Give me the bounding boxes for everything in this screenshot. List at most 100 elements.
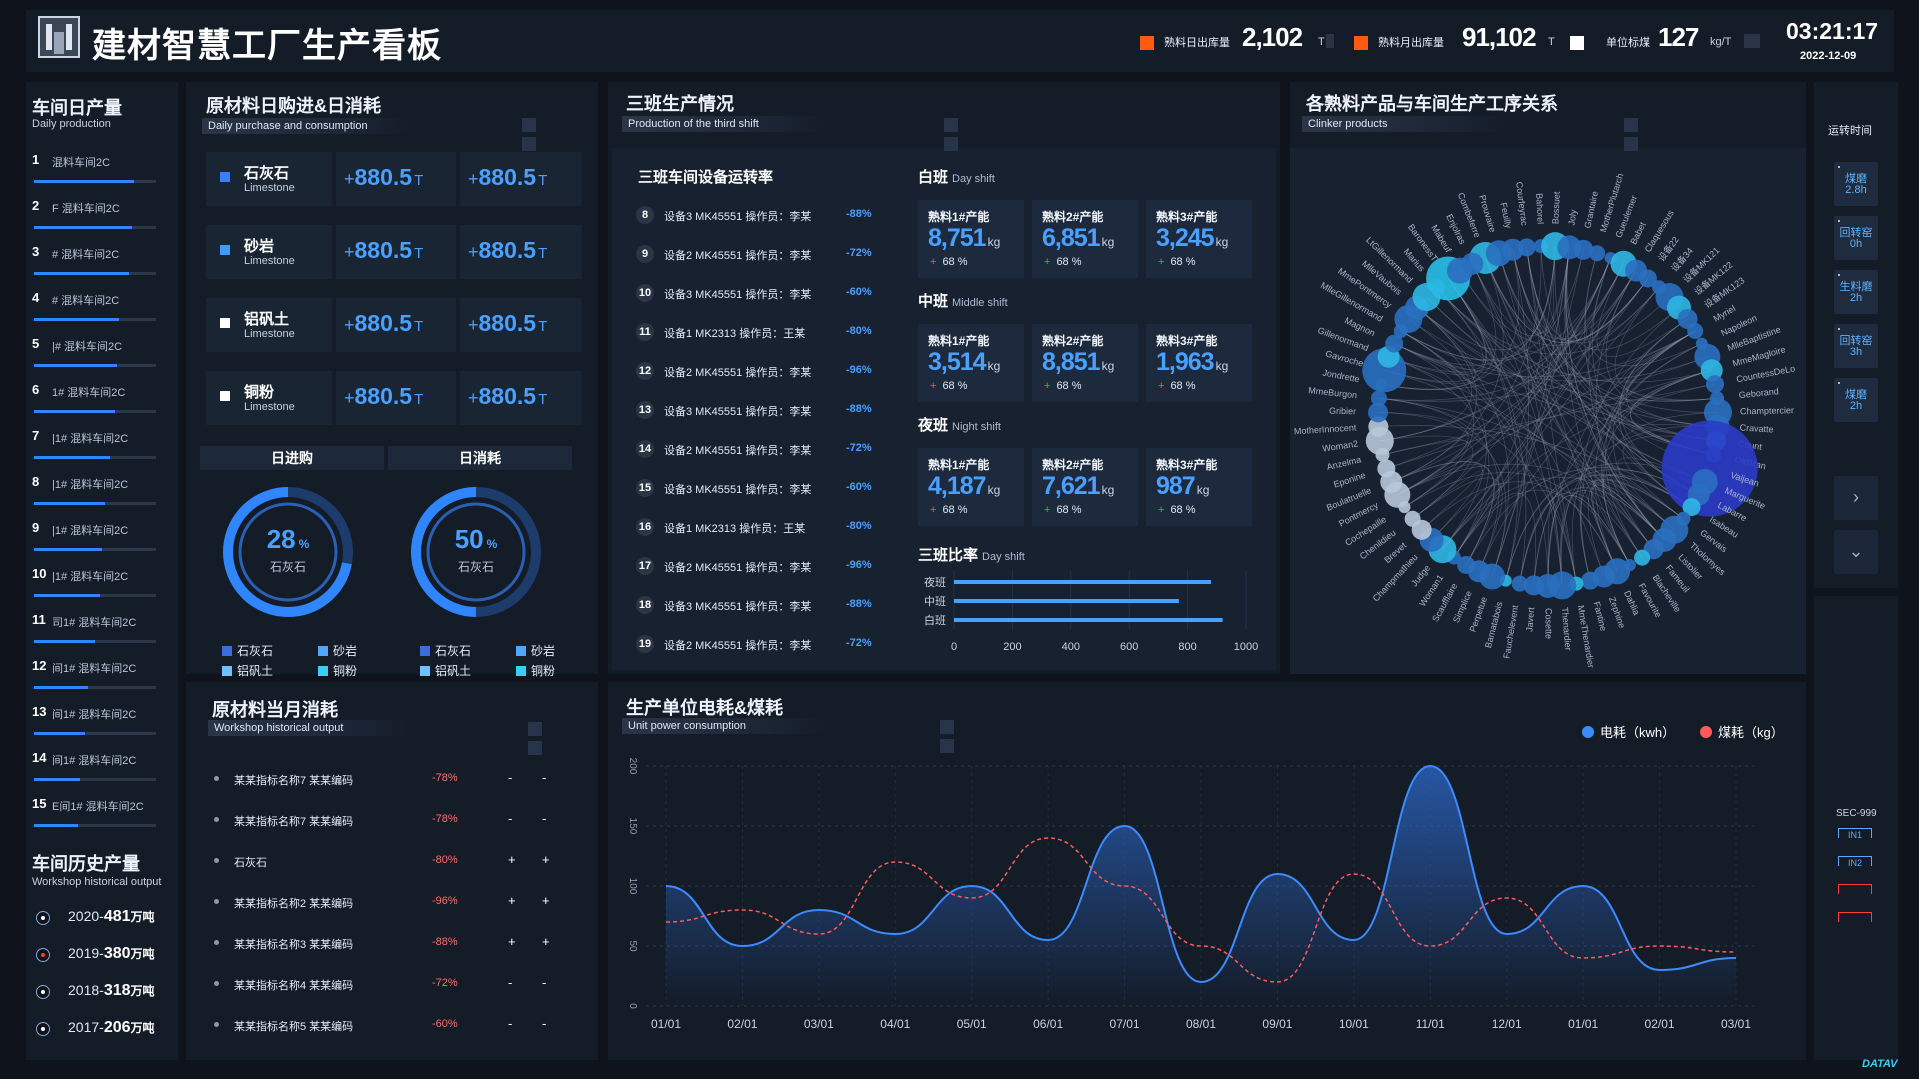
device-desc: 设备1 MK2313 操作员：王某	[664, 523, 806, 535]
chord-node[interactable]	[1517, 238, 1536, 257]
capacity-pct-value: 68 %	[1056, 256, 1082, 268]
material-row[interactable]: 铜粉 Limestone +880.5 T +880.5 T	[206, 371, 582, 425]
sec-in1[interactable]: IN1	[1838, 828, 1872, 840]
device-row[interactable]: 9 设备2 MK45551 操作员：李某 -72%	[636, 245, 886, 265]
monthly-row[interactable]: 某某指标名称7 某某编码 -78% - -	[214, 811, 564, 831]
chord-node[interactable]	[1501, 238, 1524, 261]
device-row[interactable]: 15 设备3 MK45551 操作员：李某 -60%	[636, 479, 886, 499]
shift-capacity-box[interactable]: 熟料2#产能 8,851 kg +68 %	[1032, 324, 1138, 402]
chord-node-label: Bossuet	[1550, 191, 1561, 224]
chord-node[interactable]	[1404, 510, 1421, 527]
shift-capacity-box[interactable]: 熟料1#产能 3,514 kg +68 %	[918, 324, 1024, 402]
chord-node[interactable]	[1634, 549, 1651, 566]
clinker-controls[interactable]	[1624, 118, 1658, 151]
tab-daily-purchase[interactable]: 日进购	[200, 446, 384, 470]
chord-node[interactable]	[1461, 252, 1484, 275]
history-value: 481	[103, 908, 131, 925]
material-row[interactable]: 砂岩 Limestone +880.5 T +880.5 T	[206, 225, 582, 279]
chord-link	[1547, 318, 1688, 587]
power-controls[interactable]	[940, 720, 974, 753]
material-row[interactable]: 石灰石 Limestone +880.5 T +880.5 T	[206, 152, 582, 206]
list-item[interactable]: 10 |1# 混料车间2C	[32, 566, 156, 612]
sec-in2[interactable]: IN2	[1838, 856, 1872, 868]
history-year: 2018-	[68, 982, 104, 998]
runtime-item[interactable]: 回转窑 0h	[1834, 216, 1878, 260]
chord-node[interactable]	[1370, 390, 1387, 407]
monthly-row[interactable]: 某某指标名称5 某某编码 -60% - -	[214, 1016, 564, 1036]
chord-node[interactable]	[1661, 420, 1758, 517]
power-legend-elec[interactable]: 电耗（kwh）	[1582, 722, 1675, 741]
chord-node[interactable]	[1385, 334, 1404, 353]
monthly-row[interactable]: 石灰石 -80% + +	[214, 852, 564, 872]
chord-node[interactable]	[1682, 498, 1701, 517]
list-item[interactable]: 1 混料车间2C	[32, 152, 156, 198]
list-item[interactable]: 6 1# 混料车间2C	[32, 382, 156, 428]
shift-capacity-box[interactable]: 熟料1#产能 4,187 kg +68 %	[918, 448, 1024, 526]
shift-capacity-box[interactable]: 熟料3#产能 1,963 kg +68 %	[1146, 324, 1252, 402]
monthly-panel-controls[interactable]	[528, 722, 562, 755]
device-row[interactable]: 13 设备3 MK45551 操作员：李某 -88%	[636, 401, 886, 421]
list-item[interactable]: 11 司1# 混料车间2C	[32, 612, 156, 658]
device-row[interactable]: 11 设备1 MK2313 操作员：王某 -80%	[636, 323, 886, 343]
runtime-item[interactable]: 煤磨 2h	[1834, 378, 1878, 422]
device-row[interactable]: 17 设备2 MK45551 操作员：李某 -96%	[636, 557, 886, 577]
device-row[interactable]: 19 设备2 MK45551 操作员：李某 -72%	[636, 635, 886, 655]
chord-node[interactable]	[1581, 571, 1600, 590]
chord-node[interactable]	[1523, 575, 1544, 596]
list-item[interactable]: 13 间1# 混料车间2C	[32, 704, 156, 750]
list-item[interactable]: 3 # 混料车间2C	[32, 244, 156, 290]
list-item[interactable]: 7 |1# 混料车间2C	[32, 428, 156, 474]
runtime-item[interactable]: 生料磨 2h	[1834, 270, 1878, 314]
list-item[interactable]: 5 |# 混料车间2C	[32, 336, 156, 382]
chord-link	[1378, 330, 1696, 402]
chord-node[interactable]	[1457, 555, 1476, 574]
list-item[interactable]: 2 F 混料车间2C	[32, 198, 156, 244]
shift-capacity-box[interactable]: 熟料3#产能 987 kg +68 %	[1146, 448, 1252, 526]
device-row[interactable]: 10 设备3 MK45551 操作员：李某 -60%	[636, 284, 886, 304]
chord-node[interactable]	[1377, 459, 1396, 478]
bullet-icon	[214, 776, 219, 781]
device-number: 13	[636, 401, 654, 419]
shift-capacity-box[interactable]: 熟料1#产能 8,751 kg +68 %	[918, 200, 1024, 278]
list-item[interactable]: 4 # 混料车间2C	[32, 290, 156, 336]
shift-capacity-box[interactable]: 熟料2#产能 7,621 kg +68 %	[1032, 448, 1138, 526]
shift-capacity-box[interactable]: 熟料3#产能 3,245 kg +68 %	[1146, 200, 1252, 278]
chord-node[interactable]	[1638, 269, 1657, 288]
list-item[interactable]: 8 |1# 混料车间2C	[32, 474, 156, 520]
list-item[interactable]: 14 间1# 混料车间2C	[32, 750, 156, 796]
materials-panel-controls[interactable]	[522, 118, 556, 151]
material-row[interactable]: 铝矾土 Limestone +880.5 T +880.5 T	[206, 298, 582, 352]
list-item[interactable]: 12 间1# 混料车间2C	[32, 658, 156, 704]
chord-node[interactable]	[1589, 245, 1606, 262]
chord-node[interactable]	[1687, 323, 1704, 339]
monthly-row[interactable]: 某某指标名称4 某某编码 -72% - -	[214, 975, 564, 995]
chevron-down-icon[interactable]: ⌄	[1834, 530, 1878, 574]
monthly-row[interactable]: 某某指标名称2 某某编码 -96% + +	[214, 893, 564, 913]
device-row[interactable]: 14 设备2 MK45551 操作员：李某 -72%	[636, 440, 886, 460]
capacity-label: 熟料3#产能	[1156, 210, 1218, 224]
monthly-row[interactable]: 某某指标名称7 某某编码 -78% - -	[214, 770, 564, 790]
monthly-row[interactable]: 某某指标名称3 某某编码 -88% + +	[214, 934, 564, 954]
device-row[interactable]: 18 设备3 MK45551 操作员：李某 -88%	[636, 596, 886, 616]
tab-daily-consume[interactable]: 日消耗	[388, 446, 572, 470]
runtime-item[interactable]: 煤磨 2.8h	[1834, 162, 1878, 206]
list-item[interactable]: 15 E间1# 混料车间2C	[32, 796, 156, 842]
device-row[interactable]: 12 设备2 MK45551 操作员：李某 -96%	[636, 362, 886, 382]
sec-label: SEC-999	[1836, 808, 1877, 819]
third-shift-controls[interactable]	[944, 118, 978, 151]
chord-node[interactable]	[1573, 239, 1594, 260]
chord-node[interactable]	[1705, 375, 1724, 394]
chord-link	[1447, 278, 1563, 586]
device-row[interactable]: 16 设备1 MK2313 操作员：王某 -80%	[636, 518, 886, 538]
chord-node[interactable]	[1368, 416, 1389, 437]
shift-en: Middle shift	[952, 297, 1008, 309]
shift-capacity-box[interactable]: 熟料2#产能 6,851 kg +68 %	[1032, 200, 1138, 278]
chord-node[interactable]	[1511, 575, 1528, 592]
device-row[interactable]: 8 设备3 MK45551 操作员：李某 -88%	[636, 206, 886, 226]
runtime-item[interactable]: 回转窑 3h	[1834, 324, 1878, 368]
power-legend-coal[interactable]: 煤耗（kg）	[1700, 722, 1784, 741]
chevron-right-icon[interactable]: ›	[1834, 476, 1878, 520]
chord-node[interactable]	[1368, 402, 1389, 423]
list-item[interactable]: 9 |1# 混料车间2C	[32, 520, 156, 566]
chord-link	[1485, 257, 1654, 550]
